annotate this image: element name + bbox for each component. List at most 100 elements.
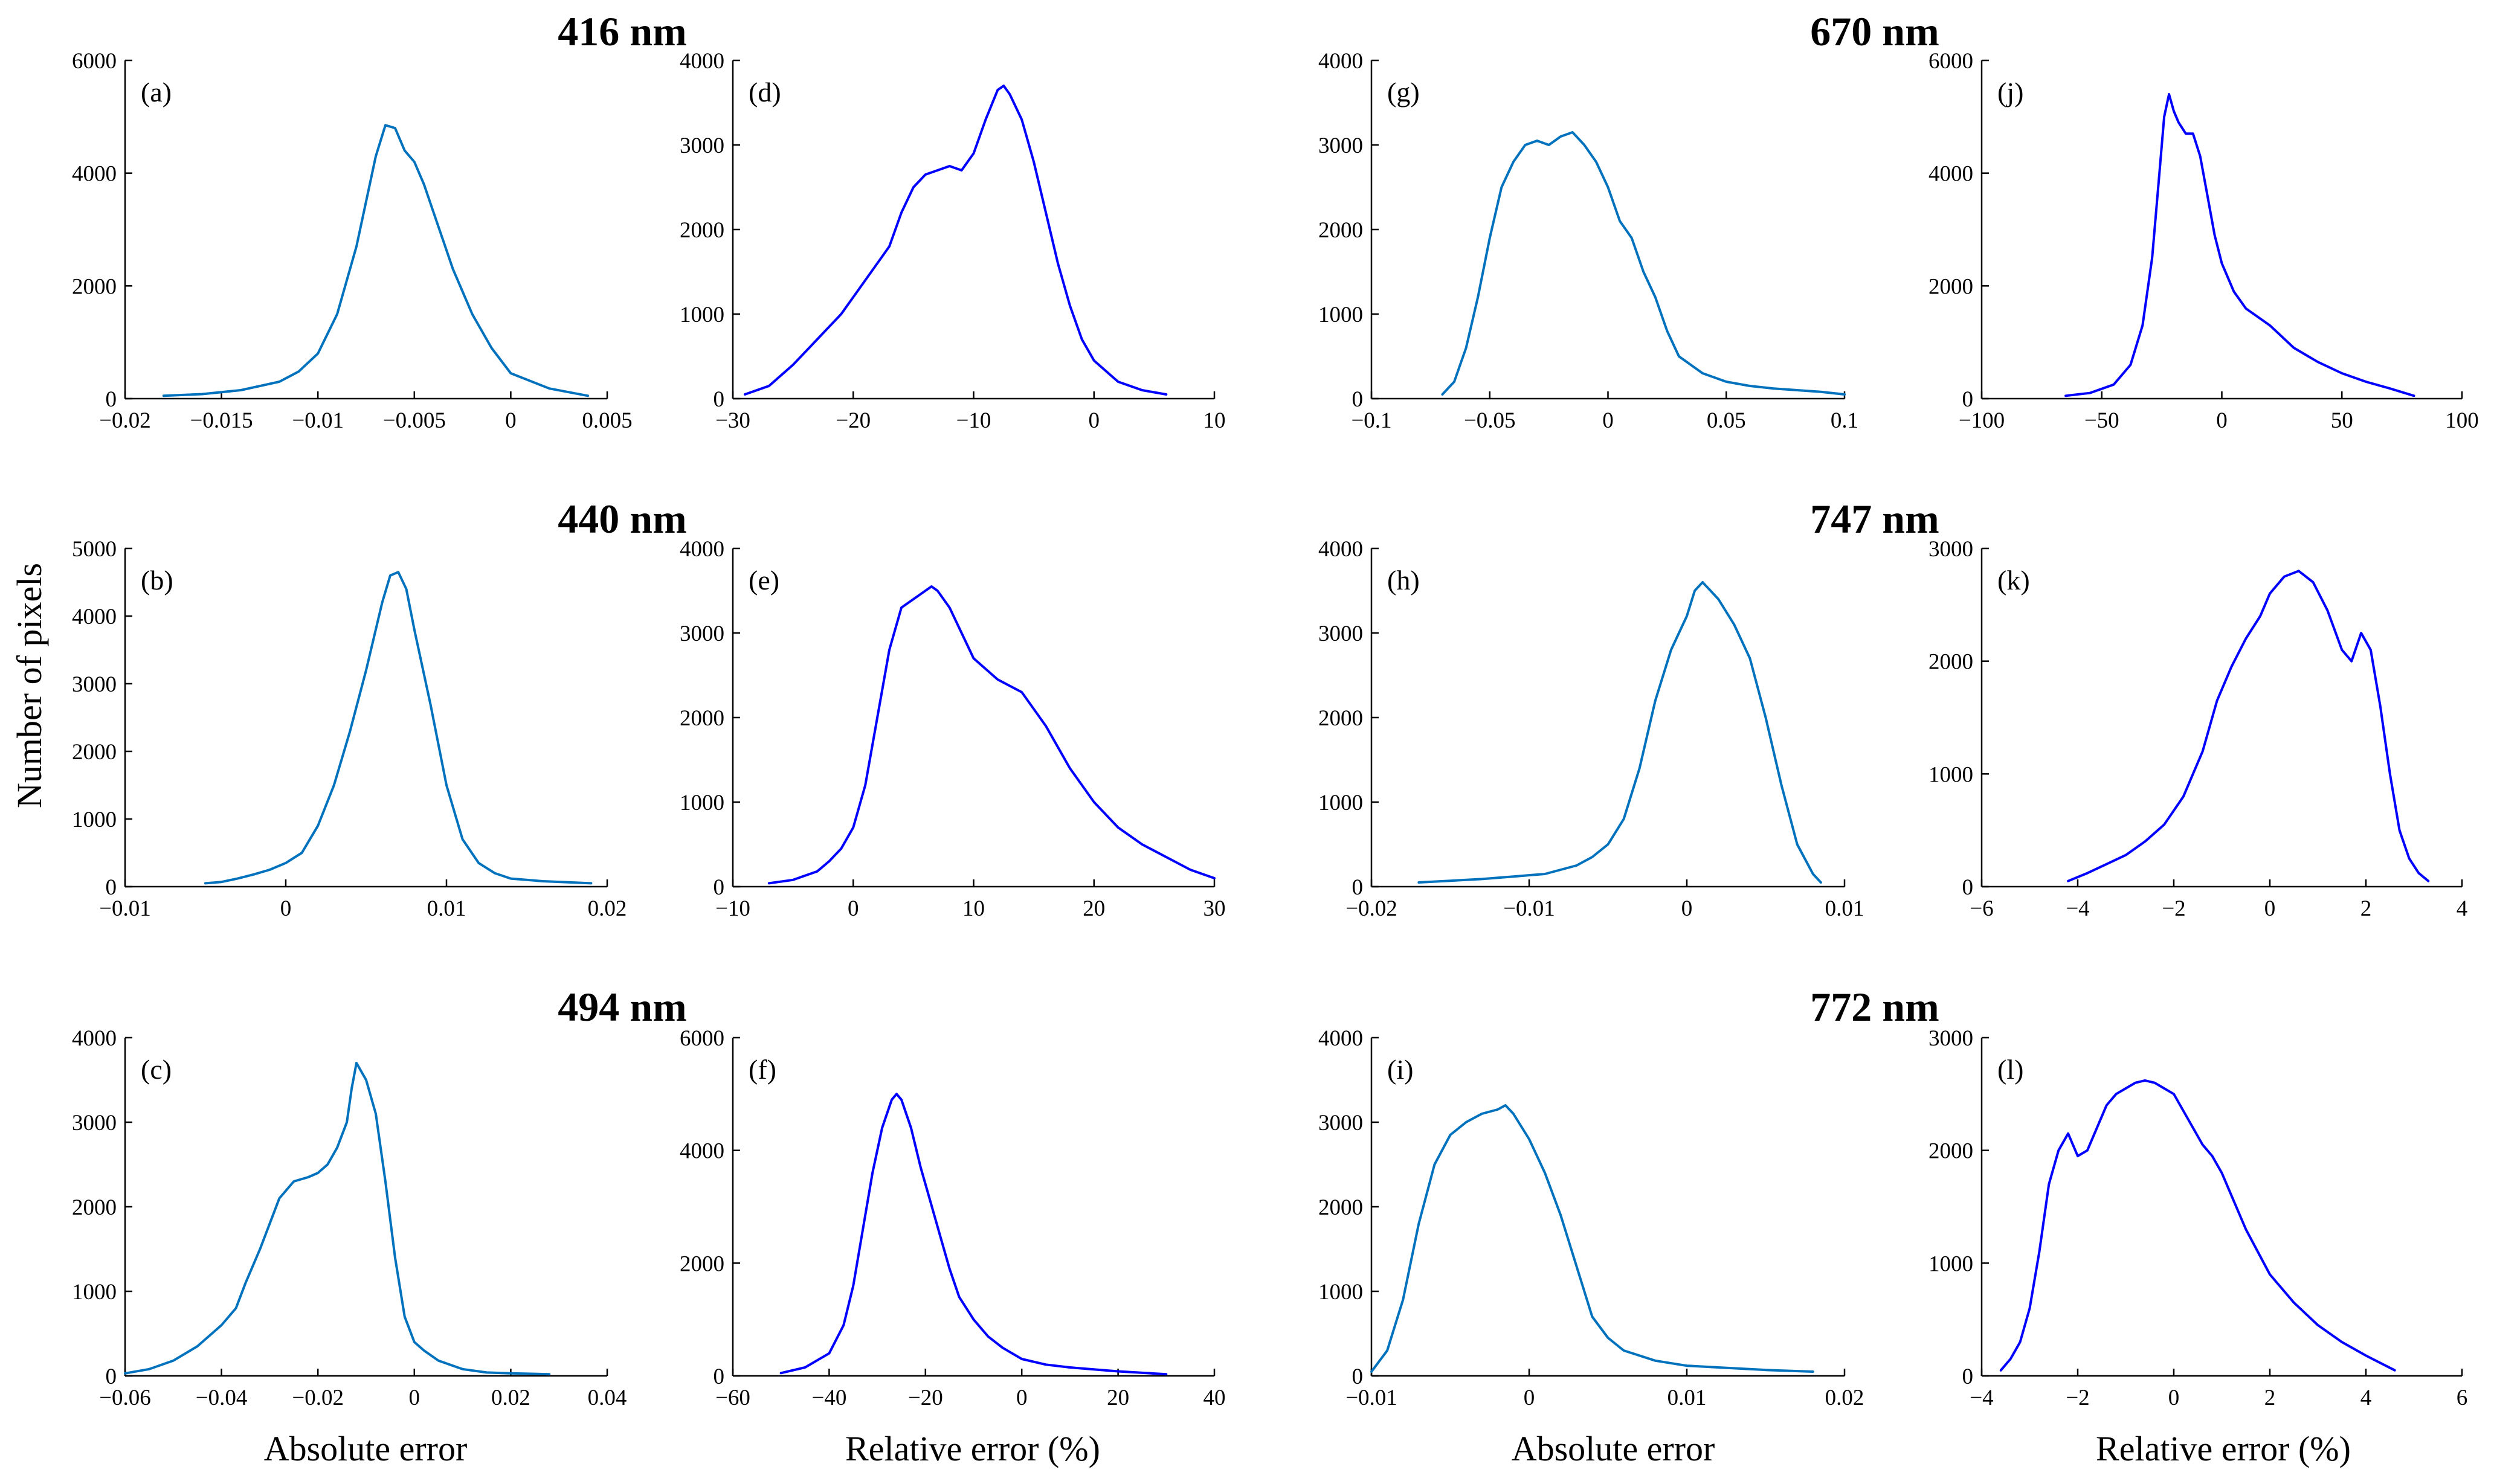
x-tick-label: 2 xyxy=(2360,896,2372,921)
wavelength-title-747: 747 nm xyxy=(1810,496,1939,542)
x-tick-label: 0 xyxy=(505,408,517,433)
y-tick-label: 4000 xyxy=(680,49,724,74)
x-tick-label: −40 xyxy=(811,1386,846,1410)
x-tick-label: −10 xyxy=(956,408,991,433)
y-tick-label: 0 xyxy=(714,387,725,412)
x-tick-label: 0.005 xyxy=(582,408,632,433)
x-tick-label: 10 xyxy=(1204,408,1226,433)
panel-letter: (h) xyxy=(1387,565,1420,596)
x-tick-label: −20 xyxy=(908,1386,943,1410)
x-tick-label: 2 xyxy=(2264,1386,2276,1410)
x-tick-label: 0 xyxy=(409,1386,420,1410)
y-tick-label: 0 xyxy=(714,875,725,900)
x-tick-label: 50 xyxy=(2331,408,2353,433)
y-tick-label: 1000 xyxy=(680,791,724,815)
x-tick-label: 40 xyxy=(1204,1386,1226,1410)
x-tick-label: −10 xyxy=(715,896,750,921)
x-tick-label: −50 xyxy=(2084,408,2119,433)
panel-letter: (k) xyxy=(1997,565,2030,596)
x-tick-label: 20 xyxy=(1107,1386,1129,1410)
panel-d: −30 −20 −10 0 10 0 1000 2000 3000 4000 (d) xyxy=(680,49,1226,433)
series-line xyxy=(1417,581,1822,884)
y-tick-label: 6000 xyxy=(72,49,117,74)
series-line xyxy=(1441,131,1846,396)
wavelength-title-416: 416 nm xyxy=(558,8,686,54)
y-tick-label: 4000 xyxy=(1928,162,1973,187)
x-tick-label: 100 xyxy=(2445,408,2479,433)
x-tick-label: −0.05 xyxy=(1464,408,1516,433)
panel-a: −0.02 −0.015 −0.01 −0.005 0 0.005 0 2000 4000 600… xyxy=(72,49,633,433)
panel-j: −100 −50 0 50 100 0 2000 4000 6000 (j) xyxy=(1928,49,2479,433)
x-tick-label: 0.02 xyxy=(1825,1386,1864,1410)
panel-letter: (b) xyxy=(141,565,173,596)
y-tick-label: 2000 xyxy=(680,218,724,243)
y-tick-label: 2000 xyxy=(680,706,724,731)
y-tick-label: 0 xyxy=(1352,875,1364,900)
panel-letter: (g) xyxy=(1387,77,1420,108)
y-tick-label: 1000 xyxy=(1318,791,1363,815)
x-tick-label: −4 xyxy=(1970,1386,1993,1410)
x-tick-label: 0 xyxy=(280,896,292,921)
y-tick-label: 3000 xyxy=(72,1111,117,1135)
x-tick-label: 0 xyxy=(1524,1386,1535,1410)
x-tick-label: −30 xyxy=(715,408,750,433)
y-tick-label: 3000 xyxy=(72,672,117,697)
x-tick-label: −0.02 xyxy=(292,1386,344,1410)
series-line xyxy=(1370,1104,1814,1373)
y-tick-label: 4000 xyxy=(72,1026,117,1051)
series-line xyxy=(2067,570,2430,882)
x-tick-label: −0.1 xyxy=(1351,408,1391,433)
x-tick-label: 20 xyxy=(1083,896,1105,921)
panel-k: −6 −4 −2 0 2 4 0 1000 2000 3000 (k) xyxy=(1928,537,2467,921)
y-tick-label: 2000 xyxy=(72,740,117,765)
panel-h: −0.02 −0.01 0 0.01 0 1000 2000 3000 4000 (h) xyxy=(1318,537,1864,921)
x-tick-label: 0.05 xyxy=(1707,408,1746,433)
x-tick-label: 0.01 xyxy=(1668,1386,1707,1410)
panel-l: −4 −2 0 2 4 6 0 1000 2000 3000 (l) xyxy=(1928,1026,2467,1410)
x-tick-label: 0 xyxy=(848,896,859,921)
y-tick-label: 3000 xyxy=(1318,1111,1363,1135)
x-tick-label: −0.04 xyxy=(196,1386,248,1410)
series-line xyxy=(743,85,1168,396)
panel-letter: (c) xyxy=(141,1054,172,1085)
y-tick-label: 0 xyxy=(714,1364,725,1389)
y-tick-label: 2000 xyxy=(72,274,117,299)
series-line xyxy=(124,1062,551,1376)
panel-letter: (f) xyxy=(749,1054,776,1085)
y-tick-label: 0 xyxy=(1962,875,1974,900)
y-tick-label: 0 xyxy=(106,387,117,412)
x-tick-label: −100 xyxy=(1959,408,2005,433)
y-tick-label: 0 xyxy=(1352,1364,1364,1389)
y-tick-label: 3000 xyxy=(1318,622,1363,646)
y-tick-label: 6000 xyxy=(1928,49,1973,74)
y-tick-label: 1000 xyxy=(72,1280,117,1305)
x-tick-label: −0.005 xyxy=(383,408,446,433)
y-tick-label: 0 xyxy=(1962,1364,1974,1389)
y-tick-label: 1000 xyxy=(680,303,724,327)
wavelength-title-494: 494 nm xyxy=(558,984,686,1030)
y-tick-label: 4000 xyxy=(680,1139,724,1164)
x-tick-label: 4 xyxy=(2457,896,2468,921)
panel-letter: (a) xyxy=(141,77,172,108)
x-tick-label: 0 xyxy=(2168,1386,2180,1410)
y-tick-label: 4000 xyxy=(72,605,117,629)
panel-letter: (j) xyxy=(1997,77,2023,108)
x-tick-label: −4 xyxy=(2066,896,2089,921)
y-tick-label: 4000 xyxy=(1318,49,1363,74)
x-tick-label: 0 xyxy=(2216,408,2228,433)
x-tick-label: −0.01 xyxy=(1503,896,1555,921)
panel-letter: (i) xyxy=(1387,1054,1413,1085)
y-tick-label: 4000 xyxy=(72,162,117,187)
panel-letter: (l) xyxy=(1997,1054,2023,1085)
series-line xyxy=(204,571,593,885)
x-tick-label: 0 xyxy=(1602,408,1614,433)
wavelength-title-772: 772 nm xyxy=(1810,984,1939,1030)
x-tick-label: −0.01 xyxy=(99,896,151,921)
y-tick-label: 2000 xyxy=(680,1251,724,1276)
x-tick-label: −60 xyxy=(715,1386,750,1410)
y-tick-label: 3000 xyxy=(1318,133,1363,158)
wavelength-title-670: 670 nm xyxy=(1810,8,1939,54)
y-tick-label: 5000 xyxy=(72,537,117,562)
